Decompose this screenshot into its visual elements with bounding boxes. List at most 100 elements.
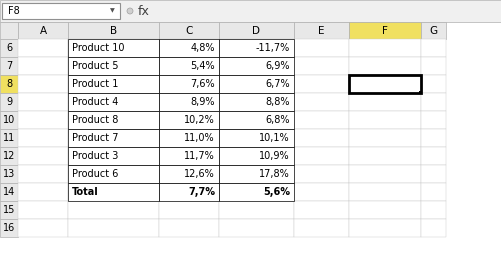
Bar <box>0 165 18 183</box>
Text: 6,9%: 6,9% <box>265 61 290 71</box>
Text: 11: 11 <box>3 133 15 143</box>
Bar <box>218 39 294 57</box>
Text: A: A <box>40 26 47 35</box>
Bar <box>0 22 18 39</box>
Text: 11,0%: 11,0% <box>184 133 214 143</box>
Bar <box>218 57 294 75</box>
Bar <box>294 75 348 93</box>
Text: C: C <box>185 26 192 35</box>
Bar <box>420 93 445 111</box>
Bar <box>348 147 420 165</box>
Bar <box>159 165 218 183</box>
Bar <box>18 201 68 219</box>
Bar <box>294 57 348 75</box>
Text: 7,7%: 7,7% <box>188 187 214 197</box>
Bar <box>218 129 294 147</box>
Bar <box>68 75 159 93</box>
Bar <box>348 165 420 183</box>
Bar <box>159 219 218 237</box>
Bar <box>0 39 18 57</box>
Text: Product 3: Product 3 <box>72 151 118 161</box>
Bar <box>218 75 294 93</box>
Bar <box>294 165 348 183</box>
Text: F: F <box>381 26 387 35</box>
Bar <box>218 93 294 111</box>
Text: 12,6%: 12,6% <box>184 169 214 179</box>
Text: 6,7%: 6,7% <box>265 79 290 89</box>
Bar <box>218 93 294 111</box>
Bar <box>0 219 18 237</box>
Text: fx: fx <box>138 4 150 17</box>
Bar <box>159 39 218 57</box>
Text: Product 7: Product 7 <box>72 133 118 143</box>
Bar <box>418 91 421 94</box>
Bar <box>348 183 420 201</box>
Text: 12: 12 <box>3 151 15 161</box>
Text: Product 6: Product 6 <box>72 169 118 179</box>
Bar <box>18 57 68 75</box>
Bar <box>159 111 218 129</box>
Bar <box>294 93 348 111</box>
Bar <box>420 39 445 57</box>
Text: 9: 9 <box>6 97 12 107</box>
Bar <box>218 183 294 201</box>
Bar <box>18 75 68 93</box>
Text: 4,8%: 4,8% <box>190 43 214 53</box>
Bar <box>68 129 159 147</box>
Bar <box>159 129 218 147</box>
Bar <box>0 147 18 165</box>
Text: 5,6%: 5,6% <box>263 187 290 197</box>
Bar <box>294 22 348 39</box>
Text: G: G <box>428 26 437 35</box>
Bar <box>68 165 159 183</box>
Bar <box>159 147 218 165</box>
Bar <box>348 22 420 39</box>
Bar <box>218 75 294 93</box>
Bar <box>159 57 218 75</box>
Bar <box>159 183 218 201</box>
Bar <box>0 57 18 75</box>
Bar <box>294 39 348 57</box>
Bar <box>68 165 159 183</box>
Bar <box>159 57 218 75</box>
Bar <box>294 129 348 147</box>
Bar <box>294 147 348 165</box>
Bar <box>159 39 218 57</box>
Bar <box>159 75 218 93</box>
Text: Product 5: Product 5 <box>72 61 118 71</box>
Bar <box>18 165 68 183</box>
Bar <box>218 165 294 183</box>
Bar <box>68 219 159 237</box>
Bar <box>420 219 445 237</box>
Bar <box>420 111 445 129</box>
Bar <box>294 219 348 237</box>
Bar <box>68 111 159 129</box>
Bar <box>218 39 294 57</box>
Bar <box>18 129 68 147</box>
Text: D: D <box>252 26 260 35</box>
Bar <box>0 129 18 147</box>
Bar <box>18 93 68 111</box>
Bar <box>420 165 445 183</box>
Bar <box>18 39 68 57</box>
Bar <box>159 129 218 147</box>
Text: B: B <box>110 26 117 35</box>
Bar <box>0 0 501 22</box>
Text: 8,8%: 8,8% <box>265 97 290 107</box>
Text: 5,4%: 5,4% <box>190 61 214 71</box>
Bar <box>18 219 68 237</box>
Text: 8: 8 <box>6 79 12 89</box>
Bar <box>0 201 18 219</box>
Text: Product 4: Product 4 <box>72 97 118 107</box>
Bar <box>68 129 159 147</box>
Bar <box>68 57 159 75</box>
Text: ▼: ▼ <box>109 8 114 13</box>
Bar <box>68 111 159 129</box>
Text: 13: 13 <box>3 169 15 179</box>
Bar <box>159 93 218 111</box>
Text: 6,8%: 6,8% <box>265 115 290 125</box>
Bar <box>68 39 159 57</box>
Bar <box>218 111 294 129</box>
Text: 8,9%: 8,9% <box>190 97 214 107</box>
Bar <box>348 111 420 129</box>
